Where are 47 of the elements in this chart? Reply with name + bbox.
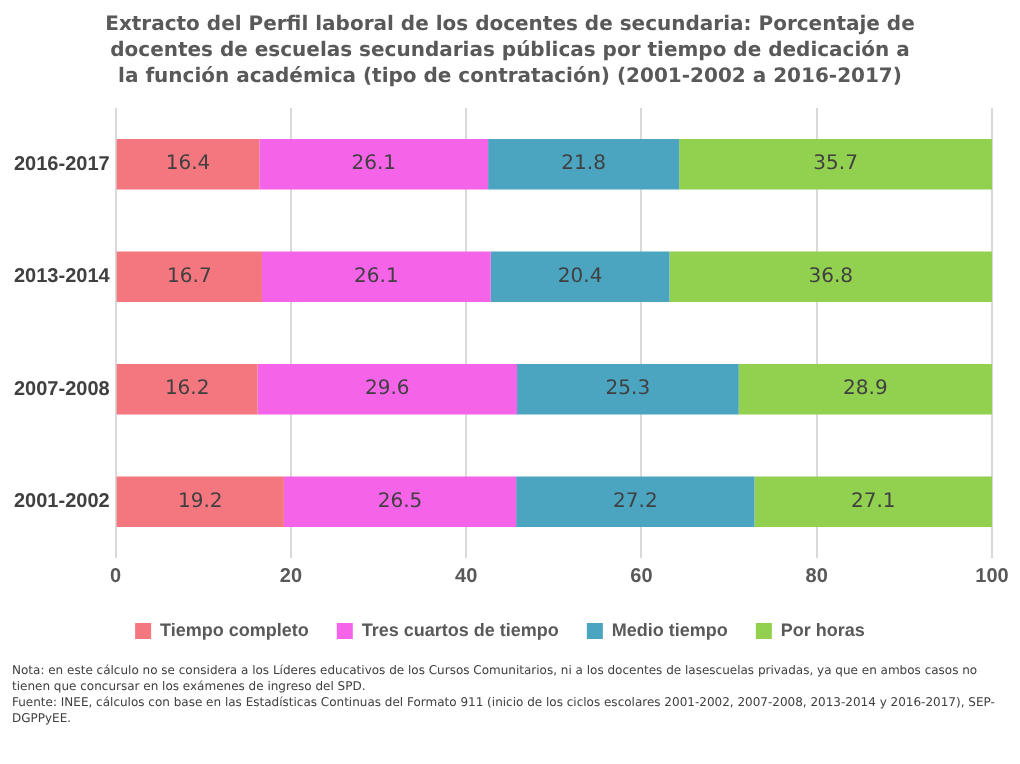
bar [669,251,992,303]
bar [488,138,680,190]
bar [116,363,258,415]
data-label: 36.8 [808,265,854,288]
y-tick-label: 2016-2017 [13,153,111,176]
bar [738,363,992,415]
bar [259,138,489,190]
bar [116,251,262,303]
y-tick-label: 2007-2008 [13,378,111,401]
data-label: 29.6 [365,378,410,401]
x-tick-label: 100 [975,565,1010,588]
data-label: 25.3 [605,378,651,401]
y-tick-label: 2013-2014 [13,266,111,289]
chart-title: Extracto del Perfil laboral de los docentes de secundaria: Porcentaje de docentes de escuelas secundarias públicas por tiempo de dedicación a la función académica (tipo de contratación) (2001-2002 a 2016-2017) [103,12,917,90]
data-label: 21.8 [561,153,606,176]
data-label: 27.1 [850,490,896,513]
data-label: 16.4 [165,153,211,176]
data-label: 20.4 [557,265,603,288]
y-tick-label: 2001-2002 [13,491,111,514]
x-tick-label: 80 [805,565,829,588]
bar [754,476,992,528]
legend-label: Tiempo completo [160,619,310,640]
legend-label: Tres cuartos de tiempo [361,619,560,640]
bar [283,476,517,528]
bar [262,251,491,303]
data-label: 26.5 [377,490,423,513]
bar [516,476,755,528]
bar [679,138,992,190]
x-tick-label: 20 [279,565,303,588]
bar [116,476,284,528]
data-label: 19.2 [178,490,223,513]
data-label: 35.7 [813,153,858,176]
data-label: 26.1 [354,265,399,288]
bar [517,363,739,415]
bar [257,363,518,415]
data-label: 26.1 [351,153,396,176]
legend-label: Medio tiempo [611,619,729,640]
data-label: 16.7 [167,265,212,288]
data-label: 28.9 [843,378,888,401]
data-label: 27.2 [613,490,658,513]
legend-label: Por horas [780,619,865,640]
bar [116,138,260,190]
x-tick-label: 0 [110,565,123,588]
data-label: 16.2 [164,378,210,401]
bar [490,251,670,303]
x-tick-label: 60 [630,565,654,588]
x-tick-label: 40 [455,565,479,588]
